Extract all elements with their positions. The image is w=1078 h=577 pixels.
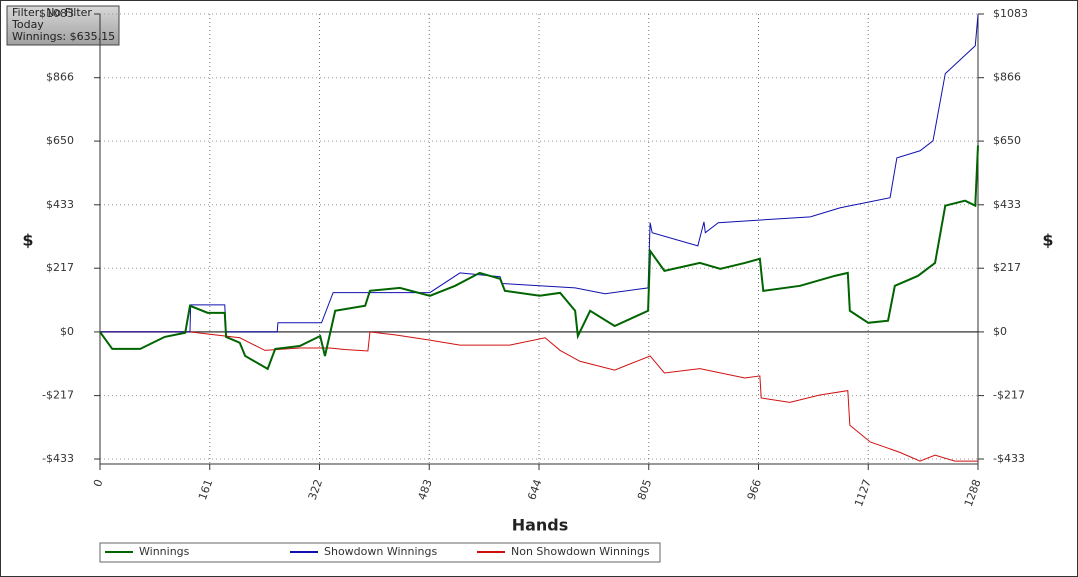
info-text: Winnings: $635.15 [12, 30, 115, 43]
x-tick-label: 0 [91, 478, 106, 489]
y2-tick-label: $433 [993, 198, 1021, 211]
y-tick-label: $0 [60, 325, 74, 338]
legend [99, 542, 661, 563]
series-line [99, 145, 979, 371]
x-axis-label: Hands [512, 516, 569, 535]
y2-tick-label: $0 [993, 325, 1007, 338]
y-tick-label: -$217 [42, 389, 74, 402]
y2-tick-label: -$433 [993, 452, 1025, 465]
y-tick-label: $433 [46, 198, 74, 211]
y2-tick-label: $1083 [993, 7, 1028, 20]
info-text: Filter: No Filter [12, 6, 92, 19]
y-tick-label: $217 [46, 261, 74, 274]
y-tick-label: $866 [46, 71, 74, 84]
legend-label: Showdown Winnings [324, 545, 438, 558]
legend-label: Winnings [139, 545, 190, 558]
info-text: Today [11, 18, 44, 31]
y-tick-label: -$433 [42, 452, 74, 465]
series-line [100, 331, 978, 462]
y-axis-label: $ [22, 231, 33, 250]
y2-tick-label: $650 [993, 134, 1021, 147]
y2-tick-label: $866 [993, 71, 1021, 84]
y2-tick-label: $217 [993, 261, 1021, 274]
y2-axis-label: $ [1042, 231, 1053, 250]
y-tick-label: $1083 [39, 7, 74, 20]
legend-label: Non Showdown Winnings [511, 545, 650, 558]
y-tick-label: $650 [46, 134, 74, 147]
series-line [100, 14, 979, 333]
y2-tick-label: -$217 [993, 389, 1025, 402]
